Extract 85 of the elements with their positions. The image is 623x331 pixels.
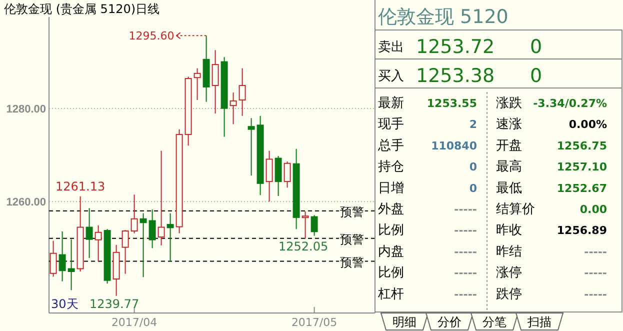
candlestick <box>230 92 237 125</box>
text: 1253.55 <box>426 97 477 110</box>
candlestick <box>302 210 309 240</box>
text: ----- <box>584 245 607 258</box>
text: 持仓 <box>378 160 404 175</box>
annotation: 1261.13 <box>55 179 106 194</box>
candlestick <box>274 155 282 196</box>
text: 昨收 <box>496 223 522 238</box>
annotation: 1239.77 <box>89 296 140 311</box>
text: 涨停 <box>496 266 522 281</box>
text: 1253.38 <box>416 65 495 87</box>
text: 1256.75 <box>556 139 607 152</box>
annotation: 1252.05 <box>278 240 328 254</box>
chart-title: 伦敦金现 (贵金属 5120)日线 <box>4 2 160 16</box>
text: 比例 <box>378 223 404 238</box>
candlestick <box>68 238 75 291</box>
ref-line-label: 预警 <box>340 204 364 219</box>
text: 扫描 <box>526 315 552 329</box>
text: ----- <box>454 288 477 301</box>
candlestick <box>248 118 255 176</box>
text: 结算价 <box>496 202 535 217</box>
text: -3.34/0.27% <box>533 97 607 110</box>
text: 卖出 <box>378 40 404 55</box>
candlestick <box>122 230 129 274</box>
text: 伦敦金现 5120 <box>378 6 508 28</box>
text: 杠杆 <box>377 286 404 302</box>
text: 速涨 <box>496 117 522 132</box>
text: 0 <box>530 65 542 87</box>
text: 比例 <box>378 266 404 281</box>
text: 日增 <box>378 180 404 196</box>
text: ----- <box>454 266 477 280</box>
text: 110840 <box>431 139 478 152</box>
candlestick <box>166 212 174 262</box>
text: 0.00 <box>580 203 608 216</box>
ref-line-label: 预警 <box>340 232 364 246</box>
candlestick <box>284 161 291 188</box>
text: ----- <box>584 288 607 301</box>
text: 1256.89 <box>556 224 607 238</box>
candlestick <box>130 194 138 234</box>
text: 明细 <box>392 315 416 329</box>
text: 开盘 <box>496 138 522 154</box>
candlestick <box>58 230 66 282</box>
text: 0.00% <box>568 118 607 132</box>
text: 1252.67 <box>556 182 607 195</box>
text: 最低 <box>496 180 522 196</box>
y-tick-label: 1260.00 <box>6 196 46 209</box>
candlestick <box>212 50 219 114</box>
x-tick-label: 2017/05 <box>291 316 338 329</box>
x-tick-label: 2017/04 <box>111 316 158 329</box>
text: 2 <box>469 118 477 132</box>
text: 内盘 <box>378 244 404 260</box>
candlestick <box>310 214 318 236</box>
annotation: 30天 <box>51 297 78 311</box>
text: 最高 <box>496 158 522 175</box>
candlestick <box>238 68 246 116</box>
text: 0 <box>469 182 478 195</box>
text: 买入 <box>378 69 404 84</box>
text: ----- <box>584 266 607 280</box>
text: 0 <box>530 36 542 58</box>
text: 分笔 <box>482 315 506 329</box>
text: 总手 <box>377 138 404 154</box>
candlestick <box>266 150 273 202</box>
candlestick <box>140 212 147 278</box>
annotation: 1295.60 <box>128 30 174 43</box>
ref-line-label: 预警 <box>340 255 364 270</box>
text: 1257.10 <box>556 160 608 174</box>
text: 昨结 <box>496 244 522 260</box>
text: 1253.72 <box>416 36 495 58</box>
text: 最新 <box>378 96 404 111</box>
candlestick <box>86 208 93 258</box>
text: ----- <box>454 203 477 216</box>
text: ----- <box>454 224 477 238</box>
text: 0 <box>469 160 478 174</box>
text: 涨跌 <box>496 96 522 111</box>
text: 分价 <box>438 315 462 329</box>
candlestick <box>94 224 102 262</box>
candlestick <box>158 150 165 246</box>
candlestick <box>50 240 57 278</box>
text: 现手 <box>378 117 404 132</box>
y-tick-label: 1280.00 <box>6 103 46 116</box>
text: ----- <box>454 245 477 258</box>
candlestick <box>148 209 156 249</box>
candlestick <box>194 68 201 100</box>
text: 跌停 <box>496 286 522 302</box>
text: 外盘 <box>378 202 404 217</box>
